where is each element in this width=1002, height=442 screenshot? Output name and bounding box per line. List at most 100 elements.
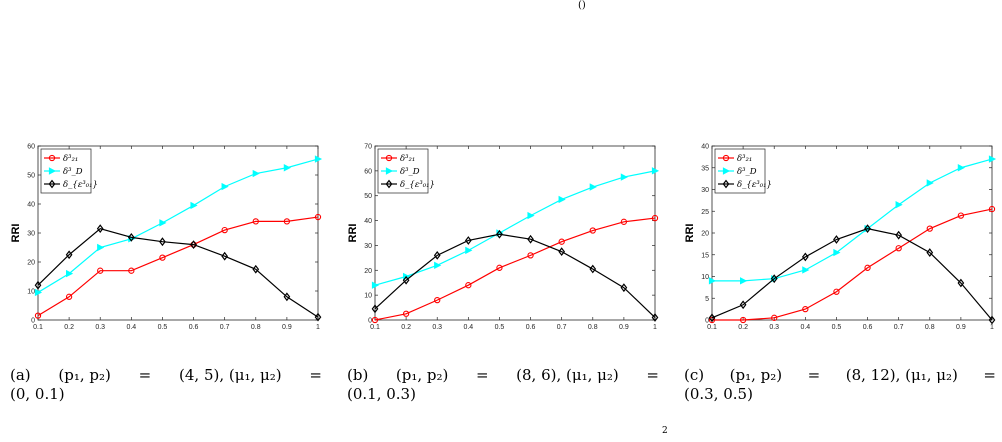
- data-point-s1-1: [66, 269, 74, 278]
- caption-a-eq1: =: [138, 366, 152, 384]
- legend-label-0: δ³₂₁: [737, 154, 752, 164]
- data-point-s0-6: [558, 238, 565, 245]
- data-point-s1-8-shape: [283, 164, 291, 172]
- data-point-s0-4: [496, 264, 503, 271]
- y-tick-label: 60: [364, 168, 372, 175]
- data-point-s0-4: [833, 288, 840, 295]
- data-point-s2-4: [159, 237, 166, 247]
- legend-marker-2-shape: [722, 179, 730, 189]
- data-point-s0-2: [771, 314, 778, 321]
- y-tick-label: 30: [364, 243, 372, 250]
- caption-b-mid: (8, 6), (μ₁, μ₂): [516, 366, 619, 384]
- series-line-1: [37, 158, 319, 293]
- data-point-s2-3-shape: [801, 252, 809, 262]
- x-tick-label: 0.5: [495, 324, 505, 330]
- data-point-s2-8: [283, 292, 291, 302]
- y-tick-label: 20: [364, 268, 372, 275]
- legend-label-1: δ³_D: [63, 167, 83, 177]
- data-point-s2-5-shape: [864, 224, 871, 234]
- data-point-s2-6: [558, 247, 566, 257]
- data-point-s1-6: [895, 201, 903, 209]
- y-tick-label: 35: [701, 165, 709, 172]
- caption-a-tag: (a): [10, 366, 31, 384]
- data-point-s0-7-shape: [589, 227, 596, 234]
- data-point-s2-1-shape: [402, 275, 410, 285]
- data-point-s0-6: [895, 245, 902, 252]
- series-line-2: [374, 233, 656, 318]
- legend-label-2: δ_{ε³₀₁}: [63, 180, 98, 190]
- caption-a-eq2: =: [309, 366, 322, 384]
- data-point-s2-4-shape: [159, 237, 166, 247]
- x-tick-label: 0.7: [220, 324, 230, 330]
- data-point-s1-5: [527, 211, 535, 220]
- legend-label-0: δ³₂₁: [400, 154, 415, 164]
- data-point-s0-2-shape: [97, 267, 104, 274]
- y-tick-label: 40: [27, 202, 35, 209]
- x-tick-label: 0.5: [832, 324, 842, 330]
- y-tick-label: 0: [31, 318, 35, 325]
- y-axis-label: RRI: [10, 224, 22, 243]
- data-point-s1-3: [465, 246, 473, 255]
- data-point-s1-0-shape: [34, 288, 43, 297]
- series-line-0: [374, 217, 656, 321]
- legend-marker-1-shape: [385, 167, 394, 175]
- chart-c-svg: 0 5 10 15 20 25 30 35 40 0.1 0.2 0.3 0.4 0.5 0.6 0.7 0.8…: [684, 144, 997, 330]
- data-point-s0-8: [957, 212, 965, 219]
- legend-marker-0-shape: [48, 154, 56, 162]
- data-point-s2-0-shape: [708, 313, 716, 323]
- data-point-s2-8-shape: [620, 283, 628, 293]
- data-point-s2-3: [801, 252, 809, 262]
- data-point-s0-9: [651, 214, 659, 222]
- caption-b-eq2: =: [646, 366, 659, 384]
- data-point-s0-8: [620, 218, 628, 225]
- data-point-s1-0-shape: [371, 281, 380, 289]
- series-line-2: [711, 228, 993, 321]
- data-point-s2-5: [527, 234, 534, 244]
- data-point-s2-3: [464, 236, 472, 245]
- data-point-s2-2: [433, 250, 441, 260]
- data-point-s0-3: [128, 267, 135, 274]
- caption-c-tag: (c): [684, 366, 705, 384]
- legend-label-2: δ_{ε³₀₁}: [737, 180, 772, 190]
- data-point-s2-5-shape: [527, 234, 534, 244]
- caption-c-eq2: =: [983, 366, 996, 384]
- data-point-s0-7-shape: [252, 218, 259, 225]
- x-tick-label: 0.9: [956, 324, 966, 330]
- data-point-s1-1-shape: [740, 277, 748, 285]
- legend-marker-2-shape: [48, 179, 56, 189]
- legend-label-1: δ³_D: [737, 167, 757, 177]
- data-point-s1-6-shape: [221, 182, 229, 191]
- data-point-s0-9: [314, 213, 322, 221]
- x-tick-label: 1: [653, 324, 657, 330]
- data-point-s1-4: [833, 248, 841, 257]
- data-point-s0-1: [739, 316, 747, 324]
- data-point-s2-8: [957, 278, 965, 288]
- x-tick-label: 0.2: [401, 324, 411, 330]
- data-point-s2-2-shape: [433, 250, 441, 260]
- data-point-s2-9: [314, 312, 322, 322]
- x-tick-label: 0.1: [370, 324, 380, 330]
- legend-marker-1-shape: [48, 167, 57, 175]
- caption-a: (a) (p₁, p₂) = (4, 5), (μ₁, μ₂) = (0, 0.…: [10, 366, 322, 404]
- data-point-s2-0: [371, 304, 379, 314]
- page-bottom-fragment: 2: [662, 426, 668, 436]
- data-point-s0-1: [402, 310, 410, 317]
- data-point-s1-1: [740, 277, 748, 285]
- data-point-s2-4: [833, 235, 840, 244]
- data-point-s0-7: [252, 218, 259, 225]
- x-tick-label: 0.9: [619, 324, 629, 330]
- legend-marker-0-shape: [722, 154, 730, 162]
- data-point-s0-2: [97, 267, 104, 274]
- data-point-s0-5-shape: [527, 252, 534, 259]
- data-point-s0-6-shape: [558, 238, 565, 245]
- y-tick-label: 40: [364, 218, 372, 225]
- x-tick-label: 0.2: [738, 324, 748, 330]
- data-point-s2-8-shape: [283, 292, 291, 302]
- y-tick-label: 20: [701, 231, 709, 238]
- x-tick-label: 0.2: [64, 324, 74, 330]
- legend-marker-0-shape: [385, 154, 393, 162]
- data-point-s1-6: [221, 182, 229, 191]
- y-tick-label: 25: [701, 209, 709, 216]
- chart-panel-b: 0 10 20 30 40 50 60 70 0.1 0.2 0.3 0.4 0.5 0.6 0.7 0.8 0…: [345, 140, 671, 403]
- data-point-s0-7: [926, 225, 933, 232]
